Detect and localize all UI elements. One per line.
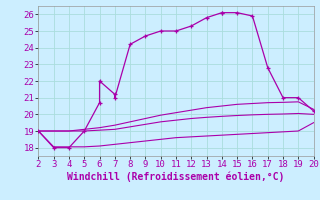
X-axis label: Windchill (Refroidissement éolien,°C): Windchill (Refroidissement éolien,°C) [67, 172, 285, 182]
